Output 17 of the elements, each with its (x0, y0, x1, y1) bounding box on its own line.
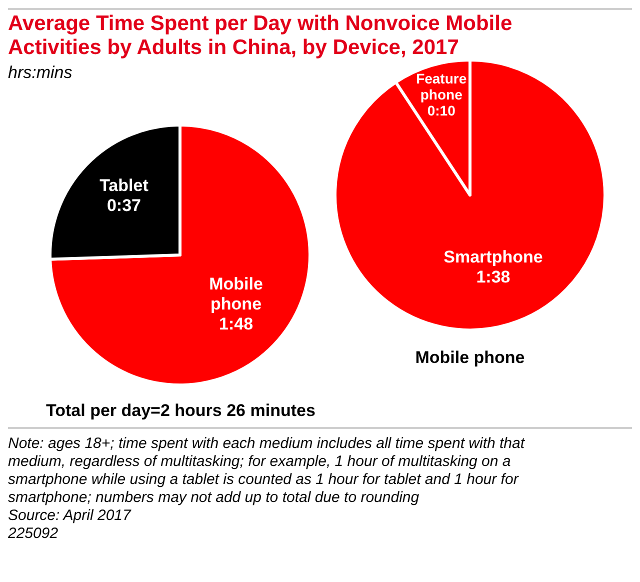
text: Mobile phone (415, 348, 525, 367)
pie-slice (334, 58, 606, 332)
source-note: Source: April 2017 (8, 507, 132, 524)
slice-label: Mobile phone (209, 274, 263, 314)
text: Note: ages 18+; time spent with each medium includes all time spent with that medium, regardless of multitasking; for example, 1 hour of multitasking on a smartphone while using a tablet is counted as 1 hour for tablet and 1 hour for smartphone; numbers may not add up to total due to rounding (8, 435, 526, 506)
slice-label: Smartphone (444, 248, 543, 267)
chart-title: Average Time Spent per Day with Nonvoice Mobile Activities by Adults in China, by Device, 2017 (8, 12, 512, 59)
data-label: 0:10 (427, 102, 456, 118)
slice-label: Feature phone (416, 70, 467, 102)
pie-slice (48, 124, 312, 386)
data-label: 1:48 (219, 314, 254, 334)
slice-label: Tablet (100, 176, 149, 195)
data-label: 0:37 (106, 196, 141, 215)
text: Total per day=2 hours 26 minutes (46, 401, 316, 420)
text: 225092 (7, 525, 59, 542)
data-label: 1:38 (476, 268, 510, 287)
chart-subtitle: hrs:mins (8, 63, 73, 82)
